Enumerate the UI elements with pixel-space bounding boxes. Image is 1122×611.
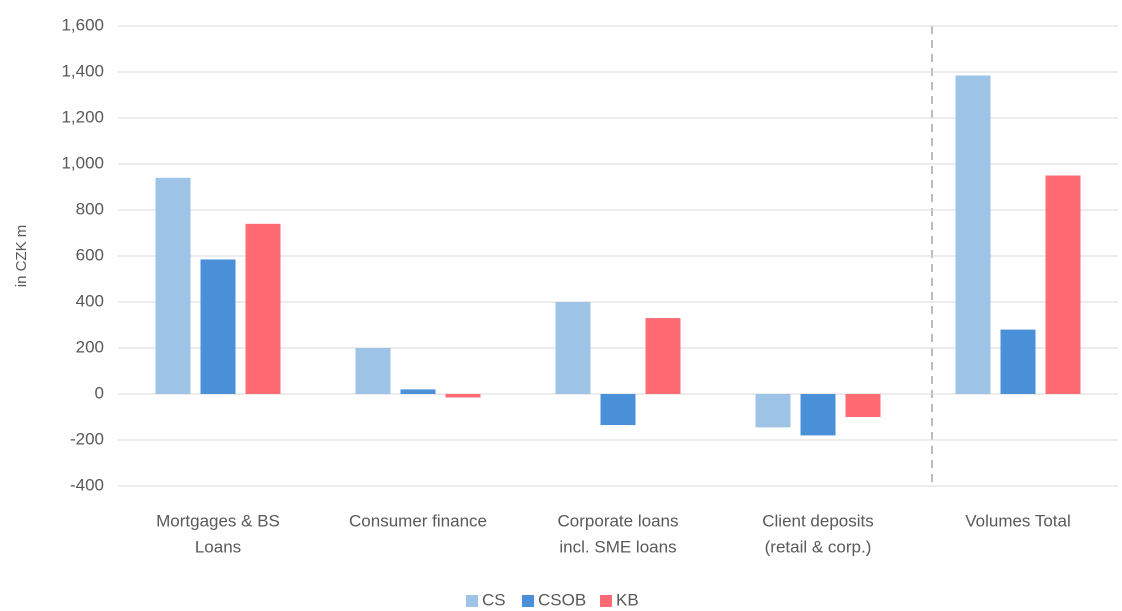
bar xyxy=(1045,175,1081,394)
bar xyxy=(155,177,191,394)
y-axis-label: in CZK m xyxy=(13,225,30,288)
y-tick-label: -400 xyxy=(70,475,104,494)
bar xyxy=(245,223,281,394)
bar xyxy=(645,318,681,394)
legend-label: CS xyxy=(482,590,506,609)
x-tick-label: Mortgages & BS xyxy=(156,511,280,530)
legend-swatch xyxy=(466,595,478,607)
bar xyxy=(555,302,591,394)
y-tick-label: 1,600 xyxy=(61,15,104,34)
bar xyxy=(845,394,881,417)
x-tick-label: Volumes Total xyxy=(965,511,1071,530)
bar xyxy=(955,75,991,394)
y-tick-label: 400 xyxy=(76,291,104,310)
legend-swatch xyxy=(600,595,612,607)
y-tick-label: 800 xyxy=(76,199,104,218)
x-tick-label: Consumer finance xyxy=(349,511,487,530)
legend-label: KB xyxy=(616,590,639,609)
y-tick-label: 1,200 xyxy=(61,107,104,126)
y-tick-label: 600 xyxy=(76,245,104,264)
legend-label: CSOB xyxy=(538,590,586,609)
bar xyxy=(1000,329,1036,394)
y-tick-label: 0 xyxy=(95,383,104,402)
y-tick-label: 1,000 xyxy=(61,153,104,172)
y-tick-label: 200 xyxy=(76,337,104,356)
bar xyxy=(355,348,391,394)
legend-swatch xyxy=(522,595,534,607)
x-tick-label: Client deposits xyxy=(762,511,874,530)
bar xyxy=(445,394,481,398)
bar xyxy=(200,259,236,394)
x-tick-label: incl. SME loans xyxy=(559,537,676,556)
bar xyxy=(755,394,791,428)
y-tick-label: 1,400 xyxy=(61,61,104,80)
bar xyxy=(600,394,636,426)
bar xyxy=(800,394,836,436)
x-tick-label: Loans xyxy=(195,537,241,556)
bar xyxy=(400,389,436,394)
x-tick-label: Corporate loans xyxy=(558,511,679,530)
y-tick-label: -200 xyxy=(70,429,104,448)
x-tick-label: (retail & corp.) xyxy=(765,537,872,556)
